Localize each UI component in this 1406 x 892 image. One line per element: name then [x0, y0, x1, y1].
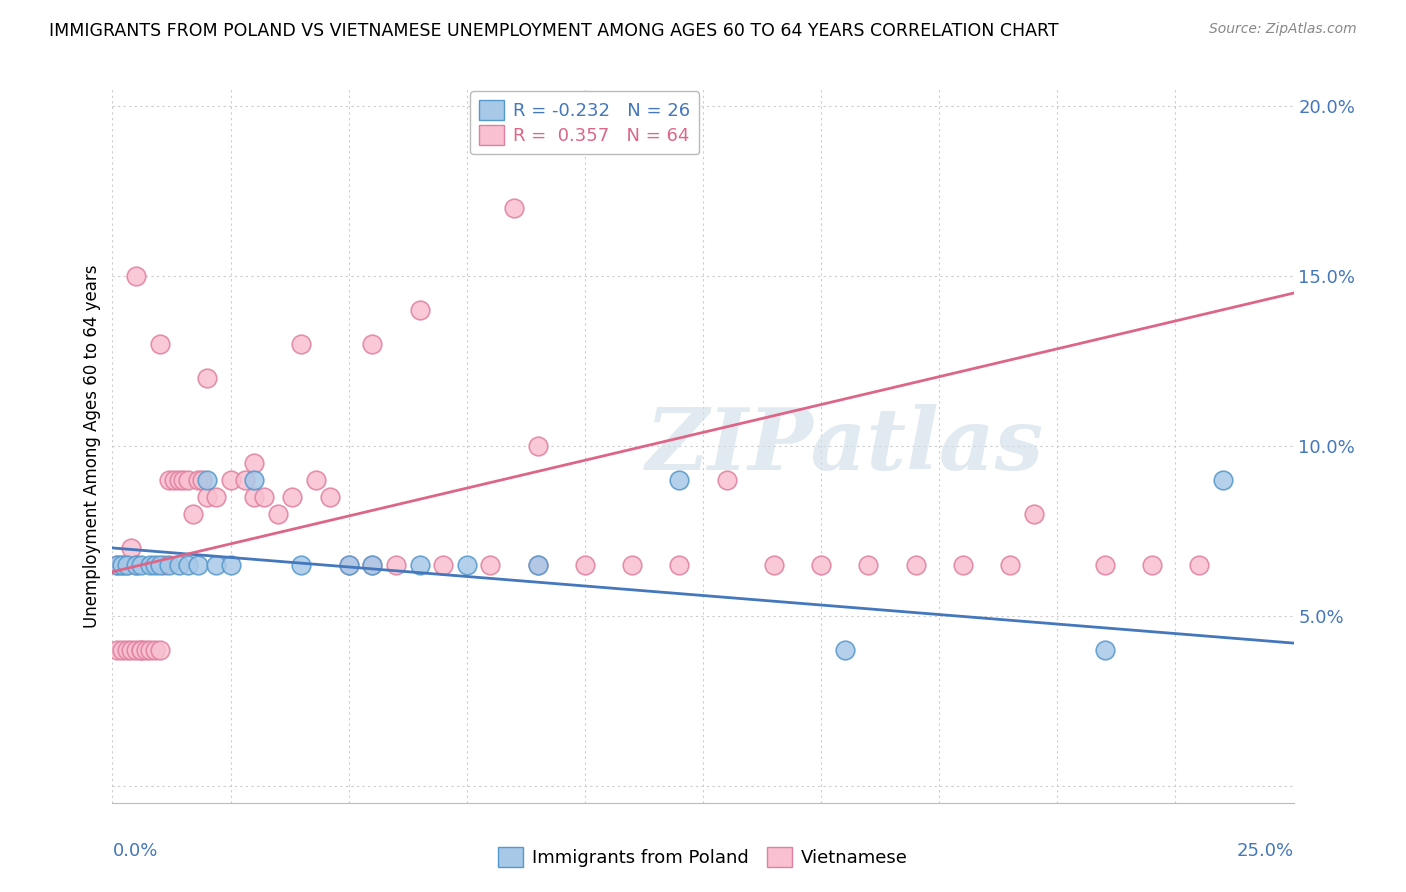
Point — [219, 473, 242, 487]
Point — [111, 558, 134, 572]
Point — [157, 473, 180, 487]
Point — [129, 643, 152, 657]
Point — [129, 643, 152, 657]
Point — [503, 201, 526, 215]
Point — [135, 643, 157, 657]
Point — [125, 269, 148, 284]
Point — [195, 473, 218, 487]
Point — [167, 473, 190, 487]
Point — [205, 490, 228, 504]
Point — [177, 473, 200, 487]
Point — [361, 337, 384, 351]
Point — [810, 558, 832, 572]
Point — [120, 643, 142, 657]
Point — [120, 541, 142, 555]
Point — [115, 558, 138, 572]
Point — [205, 558, 228, 572]
Point — [195, 490, 218, 504]
Point — [385, 558, 408, 572]
Point — [253, 490, 276, 504]
Point — [1094, 643, 1116, 657]
Point — [834, 643, 856, 657]
Point — [290, 337, 312, 351]
Point — [716, 473, 738, 487]
Point — [125, 558, 148, 572]
Point — [186, 558, 208, 572]
Point — [1140, 558, 1163, 572]
Text: 0.0%: 0.0% — [112, 842, 157, 860]
Point — [1188, 558, 1211, 572]
Point — [432, 558, 454, 572]
Point — [153, 558, 176, 572]
Point — [904, 558, 927, 572]
Point — [762, 558, 785, 572]
Text: Source: ZipAtlas.com: Source: ZipAtlas.com — [1209, 22, 1357, 37]
Point — [177, 558, 200, 572]
Point — [1022, 507, 1045, 521]
Point — [115, 643, 138, 657]
Point — [290, 558, 312, 572]
Point — [105, 643, 128, 657]
Point — [167, 558, 190, 572]
Point — [149, 558, 172, 572]
Point — [125, 558, 148, 572]
Text: ZIPatlas: ZIPatlas — [645, 404, 1043, 488]
Point — [304, 473, 326, 487]
Point — [233, 473, 256, 487]
Point — [243, 473, 266, 487]
Point — [574, 558, 596, 572]
Point — [1212, 473, 1234, 487]
Point — [105, 558, 128, 572]
Point — [157, 558, 180, 572]
Point — [526, 558, 548, 572]
Point — [408, 558, 430, 572]
Point — [337, 558, 360, 572]
Point — [1094, 558, 1116, 572]
Point — [139, 643, 162, 657]
Text: 25.0%: 25.0% — [1236, 842, 1294, 860]
Text: IMMIGRANTS FROM POLAND VS VIETNAMESE UNEMPLOYMENT AMONG AGES 60 TO 64 YEARS CORR: IMMIGRANTS FROM POLAND VS VIETNAMESE UNE… — [49, 22, 1059, 40]
Point — [143, 643, 166, 657]
Point — [181, 507, 204, 521]
Point — [526, 439, 548, 453]
Point — [219, 558, 242, 572]
Point — [243, 456, 266, 470]
Point — [361, 558, 384, 572]
Point — [281, 490, 304, 504]
Point — [243, 490, 266, 504]
Point — [149, 643, 172, 657]
Point — [668, 473, 690, 487]
Point — [115, 558, 138, 572]
Point — [186, 473, 208, 487]
Point — [143, 558, 166, 572]
Point — [195, 371, 218, 385]
Point — [129, 558, 152, 572]
Point — [149, 337, 172, 351]
Point — [479, 558, 502, 572]
Point — [337, 558, 360, 572]
Point — [952, 558, 974, 572]
Point — [998, 558, 1021, 572]
Point — [621, 558, 644, 572]
Legend: Immigrants from Poland, Vietnamese: Immigrants from Poland, Vietnamese — [491, 839, 915, 874]
Point — [526, 558, 548, 572]
Point — [267, 507, 290, 521]
Point — [408, 303, 430, 318]
Point — [163, 473, 186, 487]
Point — [361, 558, 384, 572]
Point — [172, 473, 194, 487]
Point — [191, 473, 214, 487]
Point — [668, 558, 690, 572]
Point — [125, 643, 148, 657]
Legend: R = -0.232   N = 26, R =  0.357   N = 64: R = -0.232 N = 26, R = 0.357 N = 64 — [470, 91, 699, 154]
Point — [456, 558, 478, 572]
Point — [139, 558, 162, 572]
Point — [111, 643, 134, 657]
Point — [105, 558, 128, 572]
Point — [858, 558, 880, 572]
Point — [319, 490, 342, 504]
Point — [111, 558, 134, 572]
Y-axis label: Unemployment Among Ages 60 to 64 years: Unemployment Among Ages 60 to 64 years — [83, 264, 101, 628]
